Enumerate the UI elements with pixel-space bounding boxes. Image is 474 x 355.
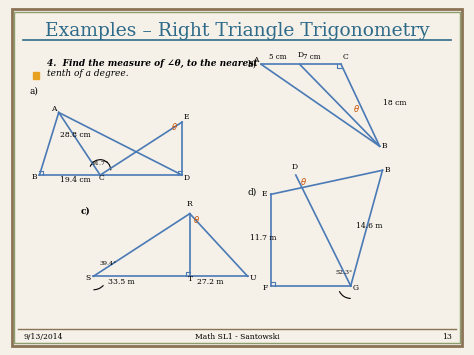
Text: G: G: [353, 284, 359, 292]
Text: 9/13/2014: 9/13/2014: [23, 333, 63, 341]
Text: $\theta$: $\theta$: [192, 214, 200, 225]
Text: U: U: [249, 274, 256, 282]
Bar: [33, 72, 39, 79]
Text: 19.4 cm: 19.4 cm: [60, 176, 91, 184]
Text: tenth of a degree.: tenth of a degree.: [47, 69, 129, 78]
Text: Examples – Right Triangle Trigonometry: Examples – Right Triangle Trigonometry: [45, 22, 429, 39]
Text: 52.3°: 52.3°: [335, 271, 352, 275]
Text: D: D: [184, 174, 190, 182]
Text: 11.7 m: 11.7 m: [249, 234, 276, 242]
Text: $\theta$: $\theta$: [353, 103, 360, 114]
Text: 18 cm: 18 cm: [383, 99, 407, 107]
Text: D: D: [292, 163, 298, 171]
Text: A: A: [51, 104, 56, 113]
Text: 91.7°: 91.7°: [91, 162, 109, 166]
Text: E: E: [261, 190, 266, 198]
Text: 14.6 m: 14.6 m: [356, 222, 382, 230]
Text: d): d): [247, 187, 257, 196]
Text: a): a): [30, 86, 39, 95]
Text: F: F: [263, 284, 268, 292]
Text: 13: 13: [442, 333, 452, 341]
Text: 39.4°: 39.4°: [99, 261, 117, 266]
Text: T: T: [188, 275, 193, 283]
Text: 4.  Find the measure of ∠θ, to the nearest: 4. Find the measure of ∠θ, to the neares…: [47, 60, 258, 69]
Text: C: C: [343, 53, 349, 60]
Text: C: C: [98, 174, 104, 182]
Text: D: D: [298, 50, 304, 59]
Text: E: E: [184, 113, 190, 121]
Text: A: A: [254, 56, 259, 64]
Text: 27.2 m: 27.2 m: [198, 278, 224, 286]
Text: $\theta$: $\theta$: [300, 176, 307, 187]
Text: 33.5 m: 33.5 m: [108, 278, 135, 286]
Text: R: R: [187, 200, 192, 208]
Text: b): b): [247, 59, 257, 68]
Text: Math SL1 - Santowski: Math SL1 - Santowski: [195, 333, 279, 341]
Text: 5 cm: 5 cm: [269, 53, 286, 60]
Text: 7 cm: 7 cm: [303, 53, 321, 60]
Text: B: B: [32, 173, 37, 181]
Text: c): c): [81, 207, 91, 215]
Text: 28.8 cm: 28.8 cm: [60, 131, 91, 138]
Text: B: B: [384, 166, 390, 174]
Text: $\theta$: $\theta$: [171, 121, 177, 132]
Text: B: B: [382, 142, 387, 150]
Text: S: S: [86, 274, 91, 282]
